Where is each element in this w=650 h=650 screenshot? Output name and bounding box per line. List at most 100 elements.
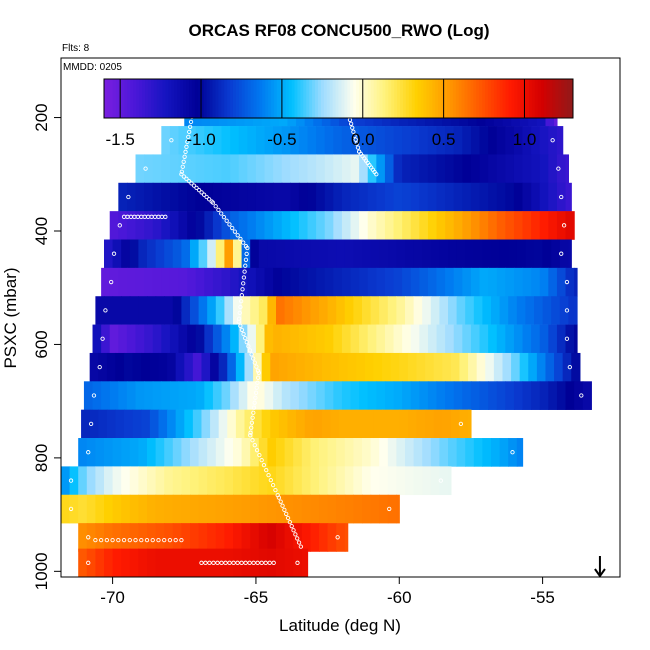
track-point	[285, 515, 291, 521]
heatmap-cell	[138, 494, 148, 524]
heatmap-cell	[344, 239, 354, 269]
colorbar-segment	[508, 79, 512, 118]
heatmap-cell	[453, 211, 463, 240]
heatmap-cell	[310, 523, 320, 552]
heatmap-cell	[310, 494, 320, 524]
track-point	[335, 535, 340, 540]
heatmap-cell	[522, 182, 532, 212]
heatmap-cell	[78, 438, 88, 467]
heatmap-cell	[485, 352, 495, 382]
track-point	[254, 385, 259, 390]
heatmap-cell	[513, 381, 524, 410]
heatmap-cell	[370, 494, 380, 524]
heatmap-cell	[164, 438, 174, 467]
heatmap-cell	[367, 324, 377, 354]
heatmap-cell	[247, 267, 257, 297]
colorbar-segment	[341, 79, 345, 118]
track-point	[227, 560, 232, 565]
colorbar-segment	[112, 79, 117, 118]
heatmap-cell	[301, 466, 311, 496]
track-point	[86, 560, 91, 565]
track-point	[86, 450, 91, 455]
heatmap-cell	[307, 381, 317, 410]
track-point	[249, 420, 255, 425]
heatmap-cell	[164, 494, 174, 524]
heatmap-cell	[396, 466, 406, 496]
heatmap-cell	[488, 324, 498, 354]
track-point	[210, 200, 216, 205]
heatmap-cell	[210, 352, 220, 382]
colorbar-segment	[496, 79, 501, 118]
heatmap-cell	[367, 126, 377, 155]
heatmap-cell	[258, 296, 268, 325]
heatmap-cell	[187, 211, 197, 240]
heatmap-cell	[109, 267, 119, 297]
heatmap-cell	[215, 494, 225, 524]
heatmap-cell	[396, 239, 406, 269]
heatmap-cell	[531, 211, 541, 240]
heatmap-cell	[169, 324, 180, 354]
colorbar-segment	[461, 79, 466, 118]
heatmap-cell	[147, 494, 157, 524]
heatmap-cell	[233, 466, 243, 496]
track-point	[255, 380, 260, 385]
colorbar-segment	[567, 79, 571, 118]
colorbar-segment	[227, 79, 231, 118]
plot-frame	[60, 57, 621, 578]
y-tick-label: 600	[32, 330, 51, 358]
heatmap-cell	[324, 381, 334, 410]
heatmap-cell	[250, 438, 260, 467]
heatmap-cell	[333, 154, 343, 184]
heatmap-cell	[496, 154, 506, 184]
heatmap-cell	[370, 296, 380, 325]
heatmap-cell	[138, 523, 148, 552]
heatmap-cell	[439, 466, 449, 496]
heatmap-cell	[359, 126, 369, 155]
y-tick-label: 1000	[32, 552, 51, 590]
track-point	[510, 450, 515, 455]
track-point	[163, 214, 168, 219]
heatmap-cell	[370, 466, 380, 496]
track-point	[254, 364, 259, 369]
colorbar-segment	[206, 79, 211, 118]
colorbar-segment	[376, 79, 381, 118]
heatmap-cell	[86, 466, 96, 496]
heatmap-cell	[436, 154, 446, 184]
colorbar-segment	[253, 79, 257, 118]
heatmap-cell	[367, 267, 377, 297]
heatmap-cell	[445, 267, 455, 297]
heatmap-cell	[462, 126, 472, 155]
heatmap-cell	[118, 381, 128, 410]
heatmap-cell	[341, 154, 352, 184]
heatmap-cell	[531, 324, 541, 354]
heatmap-cell	[313, 352, 323, 382]
heatmap-cell	[508, 296, 518, 325]
heatmap-cell	[448, 438, 458, 467]
heatmap-cell	[539, 182, 549, 212]
heatmap-cell	[106, 352, 117, 382]
colorbar-segment	[147, 79, 152, 118]
heatmap-cell	[462, 267, 472, 297]
heatmap-cell	[316, 324, 326, 354]
heatmap-cell	[548, 324, 558, 354]
heatmap-cell	[255, 324, 266, 354]
flights-note: Flts: 8	[62, 43, 90, 54]
heatmap-cell	[493, 352, 504, 382]
heatmap-cell	[221, 211, 231, 240]
heatmap-cell	[413, 296, 423, 325]
heatmap-cell	[402, 324, 412, 354]
track-point	[458, 421, 464, 426]
heatmap-cell	[390, 409, 400, 439]
heatmap-cell	[362, 494, 372, 524]
heatmap-cell	[350, 267, 360, 297]
heatmap-cell	[453, 182, 463, 212]
heatmap-cell	[316, 267, 326, 297]
heatmap-cell	[158, 352, 168, 382]
colorbar-segment	[423, 79, 427, 118]
heatmap-cell	[132, 409, 142, 439]
heatmap-cell	[230, 381, 240, 410]
track-point	[244, 340, 249, 345]
track-point	[259, 457, 264, 463]
heatmap-cell	[284, 548, 294, 577]
heatmap-cell	[390, 352, 400, 382]
